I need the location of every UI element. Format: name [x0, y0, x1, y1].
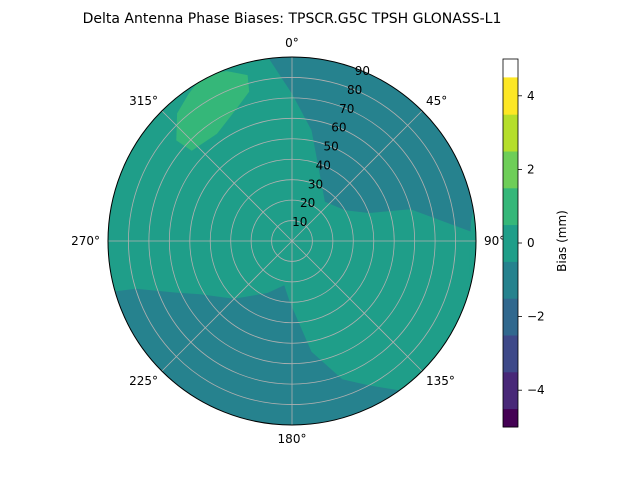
polar-outline	[107, 56, 477, 426]
angular-gridline	[161, 110, 293, 242]
colorbar-segment	[503, 187, 518, 226]
colorbar-tick-label: −4	[527, 383, 545, 397]
region-central-band-rim	[469, 164, 476, 328]
radial-tick-label: 80	[347, 83, 362, 97]
theta-tick-label: 90°	[484, 234, 505, 248]
angular-gridline	[291, 240, 423, 372]
colorbar-segment	[503, 335, 518, 373]
colorbar-segment	[503, 114, 518, 152]
theta-tick-label: 135°	[426, 374, 455, 388]
radial-tick-label: 20	[300, 196, 315, 210]
radial-tick-labels: 10 20 30 40 50 60 70 80 90	[292, 64, 370, 229]
colorbar-tick-label: 4	[527, 89, 535, 103]
colorbar-label: Bias (mm)	[555, 210, 569, 272]
radial-tick-label: 10	[292, 215, 307, 229]
radial-tick-label: 90	[355, 64, 370, 78]
colorbar-segment	[503, 151, 518, 189]
theta-tick-labels: 0° 45° 90° 135° 180° 225° 270° 315°	[71, 36, 505, 446]
colorbar-segment	[503, 261, 518, 299]
angular-gridline	[161, 240, 293, 372]
colorbar-tick-label: 0	[527, 236, 535, 250]
theta-tick-label: 270°	[71, 234, 100, 248]
colorbar-tick-label: −2	[527, 310, 545, 324]
theta-tick-label: 180°	[278, 432, 307, 446]
colorbar-segment	[503, 408, 518, 428]
colorbar-segment	[503, 77, 518, 115]
colorbar-segment	[503, 298, 518, 336]
theta-tick-label: 315°	[129, 94, 158, 108]
radial-tick-label: 40	[316, 158, 331, 172]
theta-tick-label: 225°	[129, 374, 158, 388]
radial-tick-label: 30	[308, 177, 323, 191]
radial-tick-label: 50	[323, 140, 338, 154]
region-upper-left-patch	[176, 71, 250, 151]
colorbar: −4 −2 0 2 4	[502, 58, 545, 428]
chart-title: Delta Antenna Phase Biases: TPSCR.G5C TP…	[83, 11, 502, 27]
colorbar-segment	[503, 371, 518, 410]
theta-tick-label: 45°	[426, 94, 447, 108]
radial-tick-label: 70	[339, 102, 354, 116]
radial-tick-label: 60	[331, 121, 346, 135]
polar-grid	[108, 57, 476, 425]
angular-gridline	[291, 110, 423, 242]
colorbar-tick-label: 2	[527, 162, 535, 176]
colorbar-segment	[503, 224, 518, 262]
theta-tick-label: 0°	[285, 36, 299, 50]
